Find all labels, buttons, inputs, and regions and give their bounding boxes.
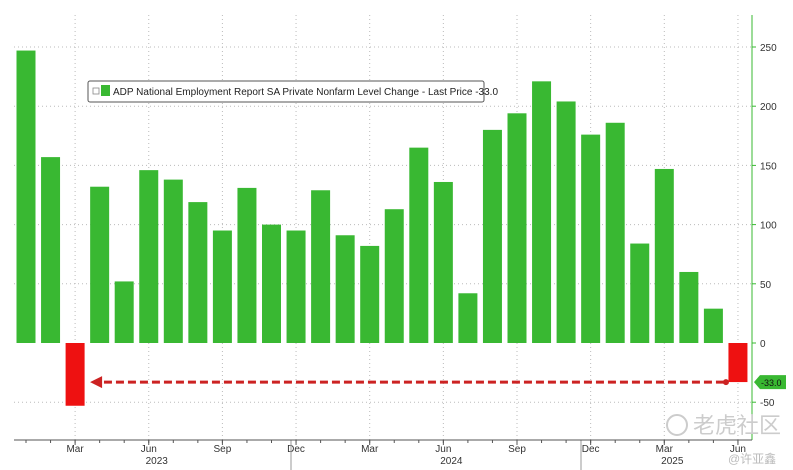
bar — [728, 343, 748, 383]
watermark-author: @许亚鑫 — [728, 451, 776, 466]
bar — [114, 281, 134, 343]
bar — [311, 190, 331, 343]
arrow-head-icon — [90, 376, 103, 389]
x-tick-label: Jun — [435, 444, 451, 455]
x-tick-label: Jun — [141, 444, 157, 455]
watermark-brand: 老虎社区 — [693, 413, 781, 438]
y-tick-label: 0 — [760, 339, 766, 350]
x-tick-label: Mar — [66, 444, 84, 455]
bar — [556, 101, 576, 344]
arrow-tail-dot — [722, 379, 729, 386]
bar — [188, 202, 208, 343]
bar — [630, 243, 650, 343]
bar — [581, 134, 601, 343]
year-label: 2024 — [440, 456, 463, 467]
last-value-tag — [754, 375, 786, 390]
bar — [532, 81, 552, 343]
bar — [335, 235, 355, 343]
bar — [384, 209, 404, 343]
bar — [65, 343, 85, 406]
bar — [360, 245, 380, 343]
bar — [16, 50, 36, 343]
year-label: 2023 — [146, 456, 169, 467]
x-tick-label: Mar — [656, 444, 674, 455]
watermark: 老虎社区 @许亚鑫 — [666, 413, 781, 466]
legend-label: ADP National Employment Report SA Privat… — [113, 87, 498, 98]
legend: ADP National Employment Report SA Privat… — [87, 80, 498, 103]
y-tick-label: 50 — [760, 280, 772, 291]
x-tick-label: Dec — [582, 444, 600, 455]
bar — [605, 122, 625, 343]
bar — [286, 230, 306, 343]
bar — [703, 308, 723, 343]
bar — [41, 157, 61, 343]
axes: 250 200 150 100 50 0 -50 Mar Jun Sep Dec Mar Jun Sep D… — [14, 15, 786, 470]
bar — [409, 147, 429, 343]
year-label: 2025 — [661, 456, 684, 467]
legend-swatch — [101, 85, 110, 96]
y-tick-label: -50 — [760, 398, 775, 409]
bar — [679, 271, 699, 343]
x-tick-label: Jun — [730, 444, 746, 455]
watermark-logo-icon — [666, 414, 688, 436]
y-tick-label: 200 — [760, 102, 777, 113]
x-tick-label: Sep — [214, 444, 232, 455]
bar — [262, 224, 281, 343]
y-tick-label: 250 — [760, 43, 777, 54]
y-tick-label: 150 — [760, 161, 777, 172]
grid — [14, 15, 752, 440]
last-value-label: -33.0 — [761, 378, 782, 388]
collapse-icon — [92, 87, 100, 95]
bar — [458, 293, 478, 343]
x-tick-label: Mar — [361, 444, 379, 455]
bar — [212, 230, 232, 343]
bar — [163, 179, 183, 343]
bar — [90, 186, 110, 343]
bar — [433, 181, 453, 343]
bar — [654, 168, 674, 343]
bar — [482, 129, 502, 343]
bar — [237, 187, 257, 343]
x-tick-label: Sep — [508, 444, 526, 455]
x-tick-label: Dec — [287, 444, 305, 455]
y-tick-label: 100 — [760, 221, 777, 232]
bar — [139, 170, 159, 343]
bar — [507, 113, 527, 343]
bars — [16, 50, 748, 406]
